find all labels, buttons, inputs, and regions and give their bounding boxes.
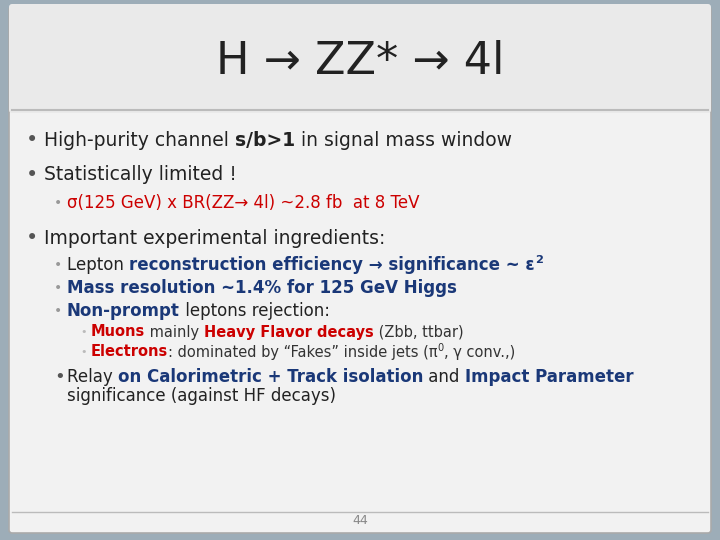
Text: High-purity channel: High-purity channel [44,131,235,150]
Text: •: • [54,304,62,318]
Text: 0: 0 [438,343,444,353]
Text: Non-prompt: Non-prompt [67,302,180,320]
Text: •: • [54,258,62,272]
Text: •: • [26,130,38,150]
Text: •: • [54,281,62,295]
Text: •: • [80,327,86,337]
Text: Muons: Muons [91,325,145,340]
FancyBboxPatch shape [9,4,711,113]
Text: and: and [423,368,465,386]
Text: significance (against HF decays): significance (against HF decays) [67,387,336,405]
Text: •: • [80,347,86,357]
Text: •: • [26,228,38,248]
Text: (Zbb, ttbar): (Zbb, ttbar) [374,325,464,340]
Text: •: • [54,196,62,210]
Text: •: • [26,165,38,185]
Text: mainly: mainly [145,325,204,340]
Text: Important experimental ingredients:: Important experimental ingredients: [44,228,385,247]
Text: σ(125 GeV) x BR(ZZ→ 4l) ~2.8 fb  at 8 TeV: σ(125 GeV) x BR(ZZ→ 4l) ~2.8 fb at 8 TeV [67,194,420,212]
Text: Heavy Flavor decays: Heavy Flavor decays [204,325,374,340]
Text: 2: 2 [535,255,543,266]
Text: leptons rejection:: leptons rejection: [180,302,330,320]
Bar [12,10,708,110]
Text: •: • [54,368,65,386]
Text: Electrons: Electrons [91,345,168,360]
Text: Mass resolution ~1.4% for 125 GeV Higgs: Mass resolution ~1.4% for 125 GeV Higgs [67,279,457,297]
Text: 44: 44 [352,515,368,528]
FancyBboxPatch shape [9,7,711,533]
Text: in signal mass window: in signal mass window [295,131,512,150]
Text: Relay: Relay [67,368,118,386]
Text: Lepton: Lepton [67,256,129,274]
Text: : dominated by “Fakes” inside jets (π: : dominated by “Fakes” inside jets (π [168,345,438,360]
Text: H → ZZ* → 4l: H → ZZ* → 4l [216,40,504,84]
Text: on Calorimetric + Track isolation: on Calorimetric + Track isolation [118,368,423,386]
Text: , γ conv.,): , γ conv.,) [444,345,516,360]
Text: Impact Parameter: Impact Parameter [465,368,634,386]
Text: reconstruction efficiency → significance ~ ε: reconstruction efficiency → significance… [129,256,535,274]
Text: Statistically limited !: Statistically limited ! [44,165,237,185]
Text: s/b>1: s/b>1 [235,131,295,150]
